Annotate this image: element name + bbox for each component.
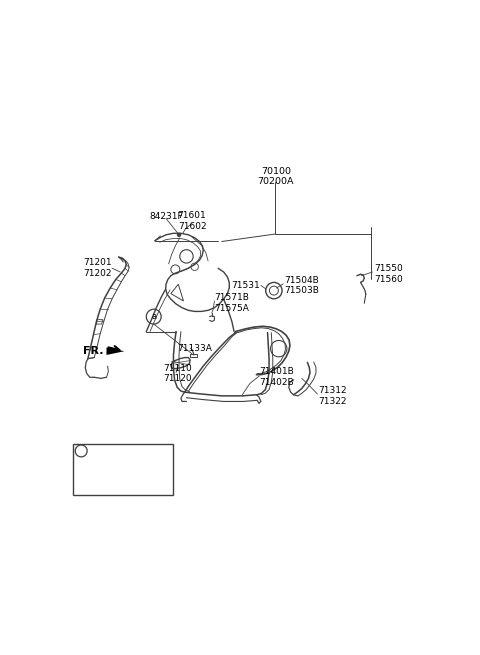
Text: 71550
71560: 71550 71560 xyxy=(374,265,403,284)
Text: a: a xyxy=(151,312,156,321)
Text: 71504B
71503B: 71504B 71503B xyxy=(284,276,319,295)
Bar xyxy=(190,354,197,357)
Text: 84231F: 84231F xyxy=(149,212,183,221)
Text: 71110
71120: 71110 71120 xyxy=(163,364,192,383)
Circle shape xyxy=(177,233,181,237)
Text: 71201
71202: 71201 71202 xyxy=(83,259,111,278)
Text: 71531: 71531 xyxy=(231,281,260,290)
Text: FR.: FR. xyxy=(83,346,104,356)
Text: a: a xyxy=(79,447,84,455)
Text: 71571B
71575A: 71571B 71575A xyxy=(215,293,249,312)
Text: 67323L
67333R: 67323L 67333R xyxy=(103,460,138,479)
Text: 71312
71322: 71312 71322 xyxy=(319,386,347,405)
Bar xyxy=(73,444,173,495)
Text: 71133A: 71133A xyxy=(177,344,212,353)
Text: 71401B
71402B: 71401B 71402B xyxy=(259,367,294,387)
Polygon shape xyxy=(107,348,124,355)
Text: 70100
70200A: 70100 70200A xyxy=(257,166,294,186)
Text: 71601
71602: 71601 71602 xyxy=(178,211,206,231)
